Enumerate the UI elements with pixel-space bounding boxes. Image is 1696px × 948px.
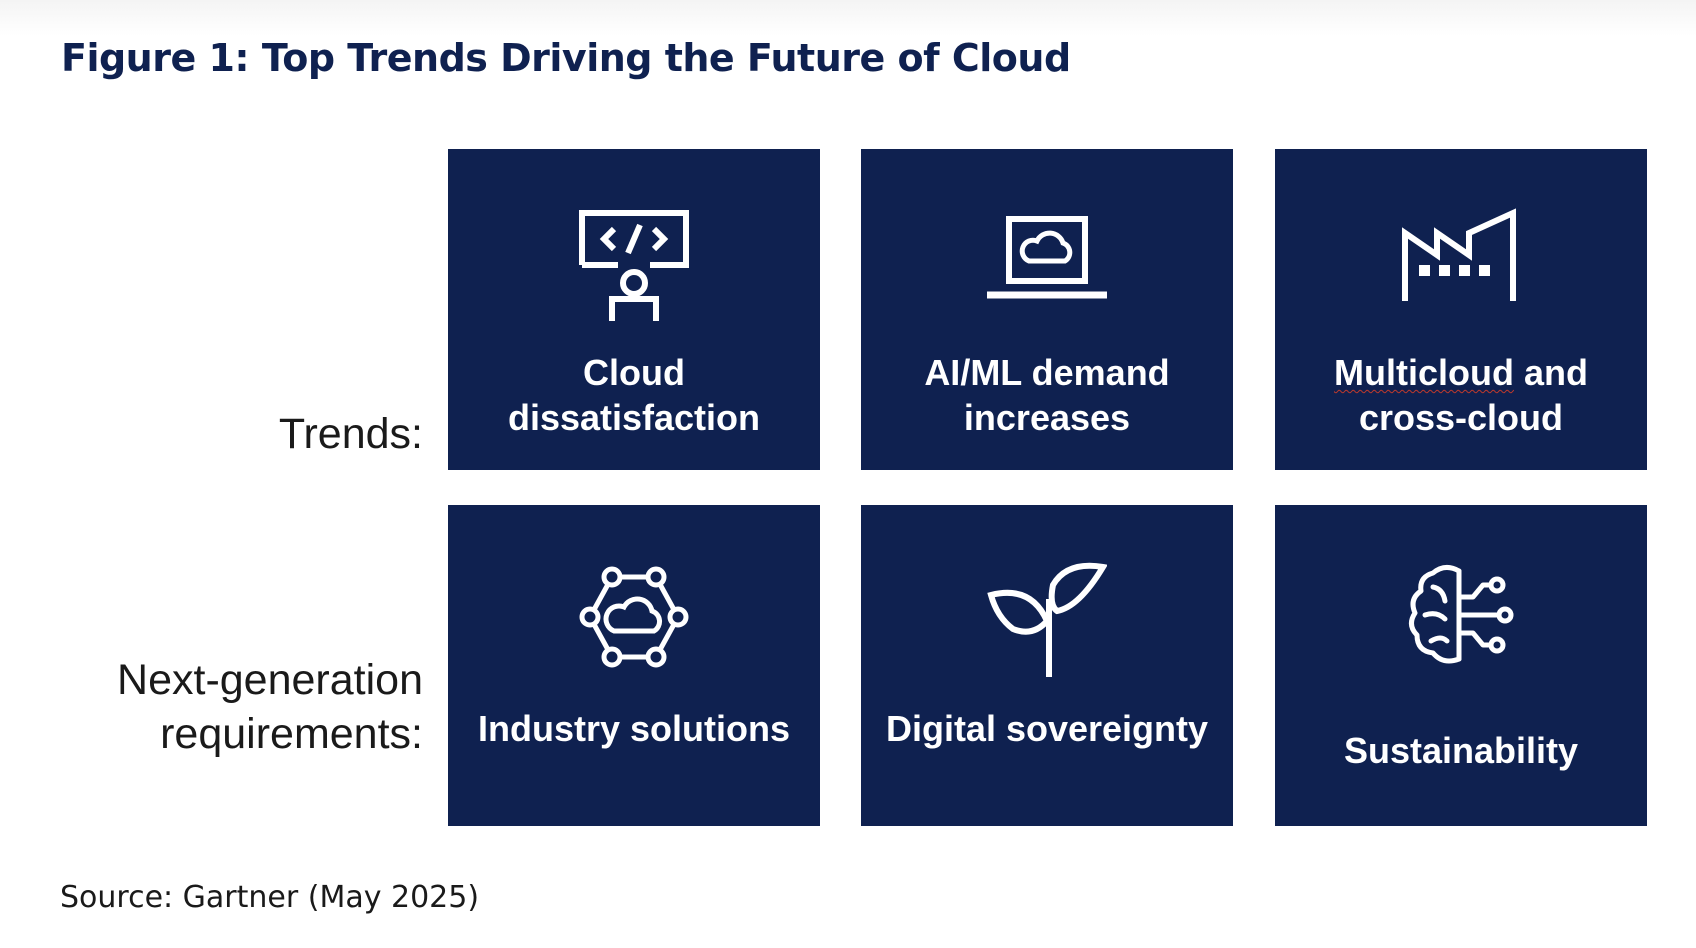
card-multicloud: Multicloud and cross-cloud: [1275, 149, 1647, 470]
sprout-icon: [987, 559, 1107, 679]
code-presenter-icon: [574, 203, 694, 323]
cloud-network-icon: [574, 559, 694, 679]
card-label: Industry solutions: [477, 708, 790, 749]
figure-title: Figure 1: Top Trends Driving the Future …: [61, 36, 1071, 80]
card-industry-solutions: Industry solutions: [448, 505, 820, 826]
card-label-rest: and cross-cloud: [1358, 352, 1588, 438]
card-label: Sustainability: [1343, 730, 1579, 771]
card-label: Multicloud and cross-cloud: [1285, 350, 1637, 440]
card-label: Digital sovereignty: [885, 708, 1209, 749]
spellcheck-word: Multicloud: [1334, 352, 1514, 393]
card-label: AI/ML demand increases: [924, 352, 1170, 438]
card-label: Cloud dissatisfaction: [507, 352, 761, 438]
card-ai-ml-demand: AI/ML demand increases: [861, 149, 1233, 470]
source-citation: Source: Gartner (May 2025): [60, 880, 480, 915]
card-cloud-dissatisfaction: Cloud dissatisfaction: [448, 149, 820, 470]
trends-row-label: Trends:: [278, 410, 423, 458]
next-generation-row-label: Next-generation requirements:: [117, 656, 423, 758]
card-digital-sovereignty: Digital sovereignty: [861, 505, 1233, 826]
laptop-cloud-icon: [987, 203, 1107, 323]
brain-circuit-icon: [1401, 559, 1521, 679]
card-sustainability: Sustainability: [1275, 505, 1647, 826]
factory-icon: [1401, 203, 1521, 323]
